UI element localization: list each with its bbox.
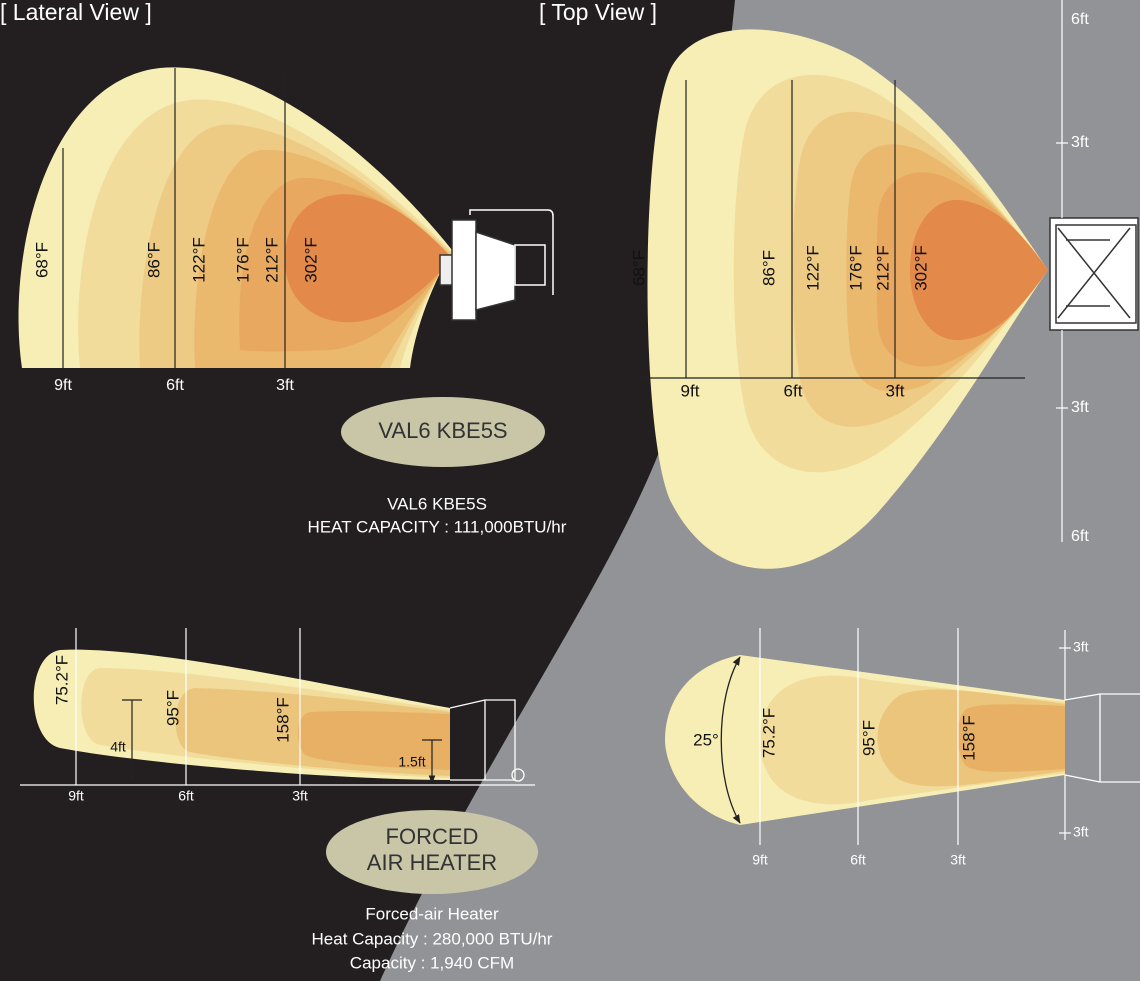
distance-label: 3ft [950,852,966,868]
val6-lateral-plume [18,67,453,369]
caption: Forced-air Heater [365,904,499,923]
val6-top-heater-part [1055,224,1137,324]
distance-label: 9ft [681,381,700,400]
distance-label: 9ft [752,852,768,868]
temperature-label: 75.2°F [52,655,71,705]
forced-top-plume-part [957,704,1065,772]
val6-lateral-heater-part [514,244,546,286]
temperature-label: 68°F [32,242,51,278]
val6-top-plume [647,29,1048,569]
height-arrow [122,699,142,783]
scale-label: 3ft [1071,399,1089,416]
temperature-label: 158°F [273,697,292,743]
scale-label: 6ft [1071,11,1089,28]
temperature-label: 75.2°F [759,708,778,758]
badge-label: VAL6 KBE5S [378,418,507,443]
forced-lateral-heater [449,699,525,782]
scale-label: 6ft [1071,528,1089,545]
caption: Capacity : 1,940 CFM [350,953,514,972]
val6-top-plume-part [910,199,1048,341]
distance-label: 3ft [276,377,294,394]
badge-label: AIR HEATER [367,850,497,875]
scale-label: 3ft [1073,824,1089,840]
val6-lateral-heater-part [469,209,554,295]
temperature-label: 302°F [911,245,930,291]
temperature-label: 302°F [301,237,320,283]
forced-lateral-heater-part [511,768,525,782]
temperature-label: 122°F [189,237,208,283]
forced-top-heater [1064,693,1140,783]
val6-top-heater-part [1057,227,1131,319]
distance-label: 9ft [68,788,84,804]
scale-label: 3ft [1071,134,1089,151]
distance-label: 6ft [784,381,803,400]
height-arrow [422,739,442,783]
val6-lateral-heater-part [451,219,477,321]
scale-label: 3ft [1073,639,1089,655]
forced-top-plume [665,655,1065,825]
angle-arc [720,656,741,824]
val6-lateral-plume-part [285,194,452,323]
temperature-label: 176°F [233,237,252,283]
forced-lateral-plume-part [298,711,450,770]
top-title: [ Top View ] [539,0,657,25]
distance-label: 3ft [886,381,905,400]
distance-label: 6ft [166,377,184,394]
temperature-label: 212°F [262,237,281,283]
temperature-label: 176°F [846,245,865,291]
caption: HEAT CAPACITY : 111,000BTU/hr [308,517,567,536]
temperature-label: 86°F [144,242,163,278]
temperature-label: 95°F [163,690,182,726]
temperature-label: 68°F [629,250,648,286]
temperature-label: 86°F [759,250,778,286]
lateral-title: [ Lateral View ] [0,0,152,25]
distance-label: 6ft [178,788,194,804]
forced-lateral-plume [33,649,450,780]
temperature-label: 212°F [873,245,892,291]
distance-label: 3ft [292,788,308,804]
temperature-label: 158°F [959,715,978,761]
height-label: 4ft [110,739,126,755]
badge [341,397,545,467]
val6-lateral-heater [439,209,554,321]
distance-label: 9ft [54,377,72,394]
distance-label: 6ft [850,852,866,868]
val6-lateral-heater-part [475,230,516,311]
caption: Heat Capacity : 280,000 BTU/hr [312,929,553,948]
forced-lateral-heater-part [449,699,516,781]
caption: VAL6 KBE5S [387,494,487,513]
badge-label: FORCED [386,824,479,849]
temperature-label: 122°F [803,245,822,291]
badge [326,810,538,894]
val6-top-heater [1049,217,1139,331]
temperature-label: 95°F [859,720,878,756]
height-label: 1.5ft [398,754,425,770]
angle-label: 25° [693,730,719,749]
